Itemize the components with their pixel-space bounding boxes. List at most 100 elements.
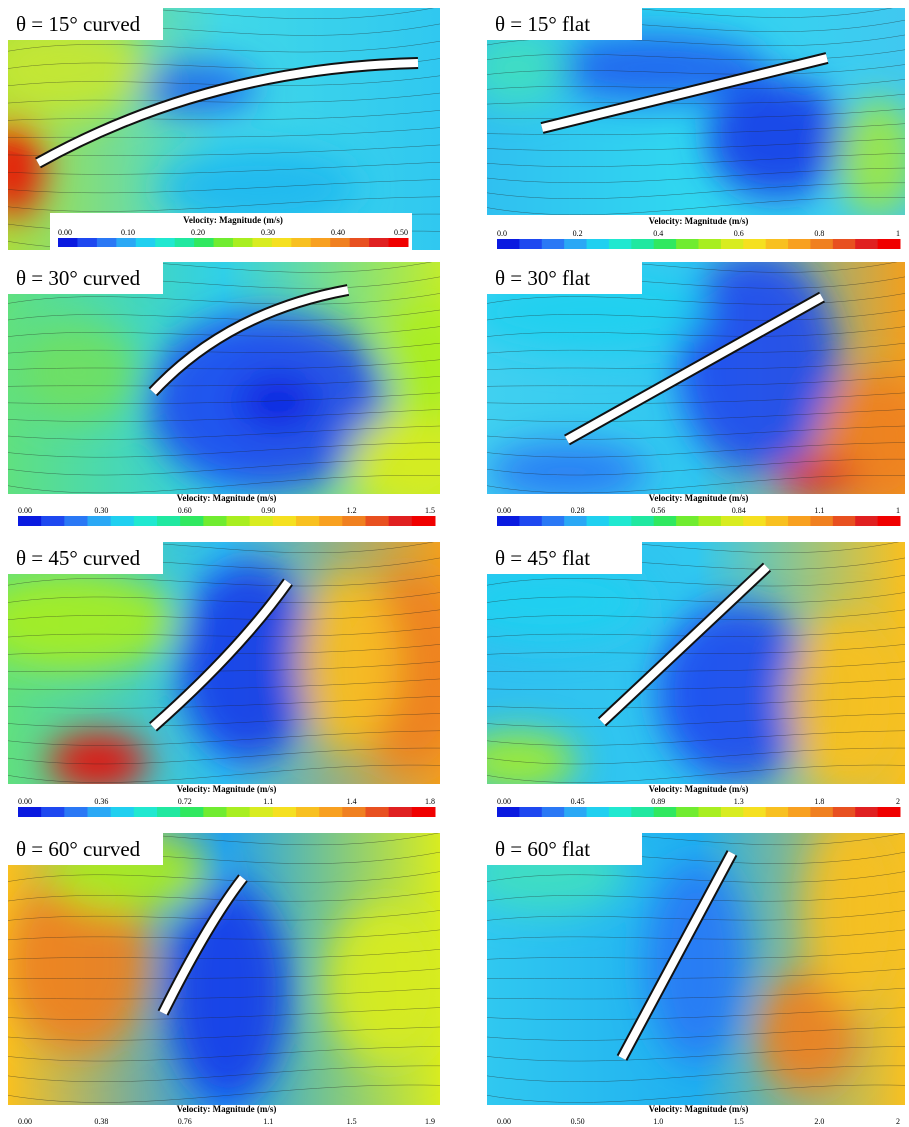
- panel-title: θ = 15° flat: [495, 12, 590, 36]
- colorbar-swatch: [87, 516, 112, 526]
- colorbar-tick-label: 0.28: [571, 506, 585, 515]
- contour-line: [487, 1007, 905, 1020]
- velocity-region: [8, 873, 148, 1053]
- colorbar-swatch: [271, 238, 292, 247]
- colorbar-swatch: [203, 807, 227, 817]
- velocity-region: [757, 973, 857, 1093]
- colorbar-swatch: [676, 807, 699, 817]
- contour-line: [8, 409, 440, 422]
- velocity-region: [348, 412, 440, 494]
- contour-line: [487, 987, 905, 1000]
- contour-blobs: [8, 18, 358, 228]
- colorbar-swatch: [877, 807, 901, 817]
- colorbar-tick-label: 0.00: [497, 506, 511, 515]
- contour-panel: θ = 15° flat: [487, 8, 905, 215]
- colorbar-swatch: [698, 516, 722, 526]
- colorbar-swatch: [855, 807, 879, 817]
- colorbar-swatch: [765, 239, 789, 249]
- colorbar-swatch: [233, 238, 253, 247]
- title-box: [8, 262, 163, 294]
- contour-line: [487, 871, 905, 883]
- colorbar-tick-label: 0.36: [94, 797, 108, 806]
- contour-line: [487, 730, 905, 746]
- contour-line: [8, 695, 440, 709]
- colorbar-tick-label: 0.90: [261, 506, 275, 515]
- velocity-region: [168, 883, 288, 1103]
- contour-line: [487, 108, 905, 120]
- contour-lines: [8, 833, 440, 1103]
- colorbar-tick-label: 1.5: [734, 1117, 744, 1126]
- colorbar-tick-label: 0.8: [814, 229, 824, 238]
- contour-line: [8, 1065, 440, 1083]
- contour-line: [487, 425, 905, 440]
- colorbar-swatch: [319, 516, 343, 526]
- contour-line: [487, 293, 905, 305]
- velocity-region: [8, 572, 178, 672]
- colorbar-tick-label: 0.45: [571, 797, 585, 806]
- colorbar-tick-label: 1.4: [347, 797, 357, 806]
- contour-lines: [487, 542, 905, 783]
- colorbar-swatch: [18, 516, 42, 526]
- colorbar-swatch: [64, 807, 88, 817]
- contour-line: [8, 987, 440, 1000]
- panel-title: θ = 30° curved: [16, 266, 141, 290]
- contour-panel: θ = 30° flat: [487, 262, 905, 494]
- contour-line: [8, 644, 440, 655]
- colorbar-tick-label: 0.4: [653, 229, 663, 238]
- contour-line: [487, 342, 905, 354]
- colorbar-swatch: [855, 516, 879, 526]
- colorbar-swatch: [342, 516, 366, 526]
- panel-title: θ = 45° flat: [495, 546, 590, 570]
- colorbar-swatch: [855, 239, 879, 249]
- contour-line: [487, 661, 905, 672]
- colorbar-swatch: [388, 516, 413, 526]
- contour-panel: θ = 60° curved: [8, 833, 440, 1105]
- contour-line: [8, 968, 440, 979]
- colorbar-swatch: [365, 807, 390, 817]
- contour-line: [487, 8, 893, 18]
- colorbar-tick-label: 1.0: [653, 1117, 663, 1126]
- colorbar-label: Velocity: Magnitude (m/s): [649, 784, 749, 794]
- velocity-region: [178, 562, 318, 762]
- contour-line: [487, 442, 905, 458]
- velocity-region: [657, 602, 817, 782]
- colorbar-swatch: [272, 807, 297, 817]
- colorbar-swatch: [87, 807, 112, 817]
- plate: [36, 59, 419, 167]
- colorbar-swatch: [180, 807, 204, 817]
- colorbar-swatch: [133, 516, 158, 526]
- colorbar-swatch: [64, 516, 88, 526]
- colorbar-swatch: [564, 239, 588, 249]
- colorbar-tick-label: 0.00: [18, 506, 32, 515]
- colorbar-swatch: [157, 516, 181, 526]
- colorbar-swatch: [832, 516, 856, 526]
- contour-line: [8, 475, 440, 494]
- contour-line: [8, 458, 440, 476]
- panel-title: θ = 60° flat: [495, 837, 590, 861]
- colorbar-tick-label: 0.50: [571, 1117, 585, 1126]
- velocity-region: [487, 562, 647, 642]
- plate: [618, 851, 736, 1060]
- colorbar-swatch: [369, 238, 390, 247]
- colorbar-swatch: [832, 239, 856, 249]
- contour-line: [8, 326, 440, 337]
- colorbar-tick-label: 1: [896, 229, 900, 238]
- velocity-region: [807, 833, 905, 1013]
- colorbar-swatch: [788, 516, 811, 526]
- colorbar-swatch: [96, 238, 117, 247]
- colorbar-swatch: [586, 239, 610, 249]
- colorbar-swatch: [676, 516, 699, 526]
- colorbar-swatch: [174, 238, 195, 247]
- contour-line: [8, 75, 440, 87]
- contour-line: [487, 392, 905, 404]
- contour-line: [8, 626, 440, 638]
- colorbar-swatch: [653, 807, 677, 817]
- colorbar-swatch: [497, 516, 520, 526]
- colorbar-swatch: [877, 516, 901, 526]
- colorbar-tick-label: 2: [896, 1117, 900, 1126]
- colorbar-swatch: [698, 239, 722, 249]
- contour-line: [487, 409, 905, 422]
- colorbar-tick-label: 0.89: [651, 797, 665, 806]
- contour-line: [8, 293, 440, 305]
